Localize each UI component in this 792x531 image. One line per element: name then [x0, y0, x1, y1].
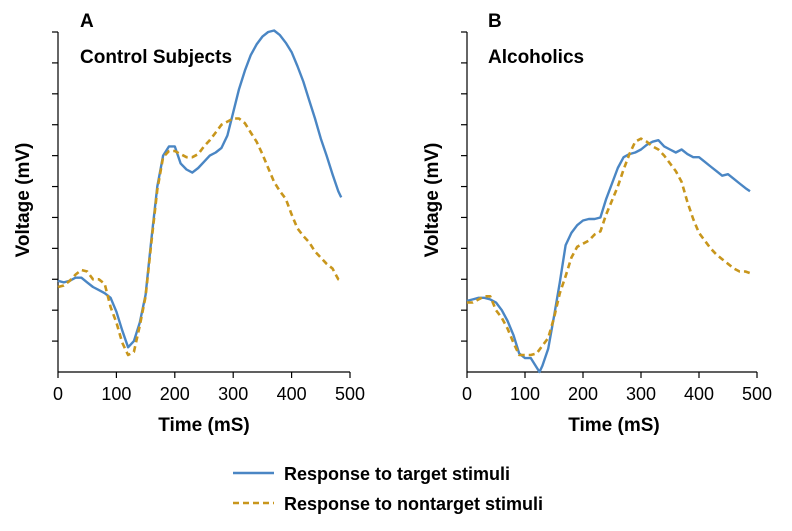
panel-a-x-tick-label: 0 [53, 384, 63, 404]
panel-b-ticks: 0 100 200 300 400 500 [461, 31, 772, 404]
panel-a-y-axis-label: Voltage (mV) [13, 143, 34, 258]
panel-b-x-tick-label: 500 [742, 384, 772, 404]
panel-b-x-tick-label: 200 [568, 384, 598, 404]
panel-b-series [466, 137, 751, 374]
panel-a-title: Control Subjects [80, 47, 232, 68]
panel-a-x-tick-label: 300 [218, 384, 248, 404]
panel-a-x-tick-label: 400 [277, 384, 307, 404]
panel-a-letter: A [80, 11, 94, 32]
panel-b-letter: B [488, 11, 502, 32]
panel-b-title: Alcoholics [488, 47, 584, 68]
panel-b: B Alcoholics Voltage (mV) Time (mS) 0 100… [422, 11, 772, 436]
panel-b-target-series-line [466, 138, 751, 374]
legend-target-label: Response to target stimuli [284, 464, 510, 484]
panel-b-x-tick-label: 300 [626, 384, 656, 404]
panel-a-ticks: 0 100 200 300 400 500 [52, 31, 365, 404]
panel-a-x-axis-label: Time (mS) [158, 415, 250, 436]
panel-b-x-tick-label: 100 [510, 384, 540, 404]
panel-b-x-axis-label: Time (mS) [568, 415, 660, 436]
panel-b-x-tick-label: 0 [462, 384, 472, 404]
panel-b-x-tick-label: 400 [684, 384, 714, 404]
panel-a-target-series-line [57, 29, 343, 349]
panel-b-y-axis-label: Voltage (mV) [422, 143, 443, 258]
panel-a-nontarget-series-line [57, 117, 342, 357]
panel-a-x-tick-label: 500 [335, 384, 365, 404]
panel-a-x-tick-label: 200 [160, 384, 190, 404]
panel-a-series [57, 29, 343, 357]
panel-a: A Control Subjects Voltage (mV) Time (mS… [13, 11, 365, 436]
legend-nontarget-label: Response to nontarget stimuli [284, 494, 543, 514]
legend: Response to target stimuli Response to n… [233, 464, 543, 514]
panel-a-x-tick-label: 100 [101, 384, 131, 404]
